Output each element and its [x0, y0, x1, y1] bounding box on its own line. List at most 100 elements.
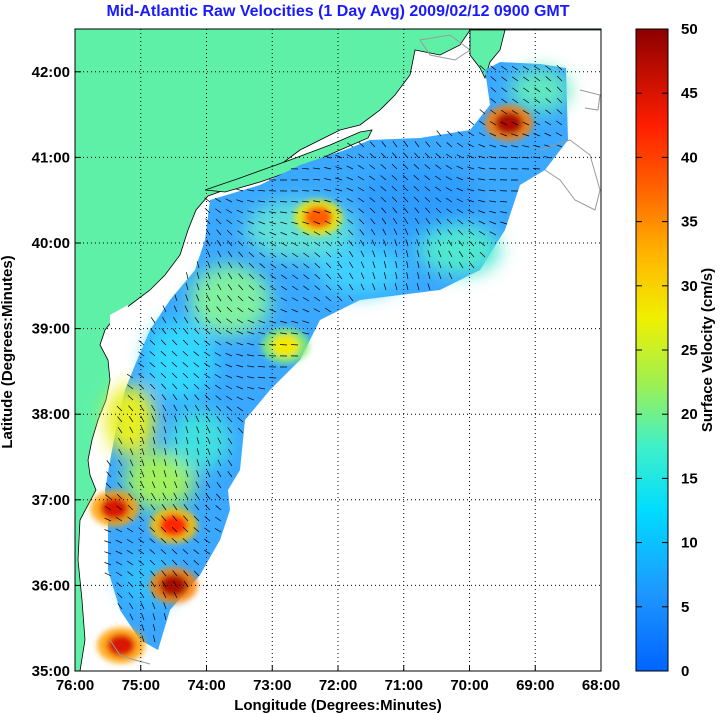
velocity-arrow: [174, 415, 178, 423]
velocity-arrow: [149, 383, 156, 390]
x-tick-label: 75:00: [122, 677, 160, 694]
velocity-arrow: [161, 570, 167, 577]
velocity-arrow: [292, 274, 299, 280]
velocity-arrow: [182, 549, 189, 555]
velocity-arrow: [238, 284, 244, 291]
velocity-arrow: [204, 197, 211, 203]
velocity-arrow: [153, 448, 156, 456]
velocity-arrow: [217, 250, 222, 258]
velocity-arrow: [227, 295, 233, 302]
velocity-arrow: [214, 374, 222, 379]
velocity-arrow: [500, 133, 508, 137]
velocity-arrow: [269, 231, 277, 236]
velocity-arrow: [313, 221, 321, 225]
velocity-arrow: [402, 163, 409, 170]
velocity-arrow: [104, 540, 112, 544]
velocity-arrow: [479, 109, 486, 115]
velocity-arrow: [115, 571, 123, 577]
velocity-arrow: [291, 320, 299, 324]
velocity-arrow: [104, 506, 112, 511]
velocity-arrow: [478, 220, 486, 225]
velocity-arrow: [500, 200, 508, 203]
velocity-arrow: [511, 66, 519, 71]
x-axis: 76:00 75:00 74:00 73:00 72:00 71:00 70:00 69:00…: [56, 665, 620, 694]
velocity-arrow: [193, 373, 200, 379]
velocity-arrow: [314, 285, 321, 291]
velocity-arrow: [116, 493, 123, 500]
velocity-arrow: [427, 239, 431, 247]
velocity-arrow: [172, 328, 178, 335]
velocity-arrow: [478, 210, 486, 214]
velocity-arrow: [372, 261, 376, 269]
velocity-arrow: [204, 516, 211, 522]
velocity-arrow: [435, 207, 442, 214]
velocity-arrow: [186, 272, 189, 280]
velocity-arrow: [372, 250, 376, 258]
velocity-arrow: [207, 272, 211, 280]
velocity-arrow: [173, 591, 178, 599]
y-tick-label: 42:00: [32, 64, 70, 81]
velocity-arrow: [193, 570, 200, 577]
velocity-arrow: [259, 252, 266, 258]
field-patch: [420, 225, 500, 275]
velocity-arrow: [152, 426, 156, 434]
velocity-arrow: [291, 297, 299, 302]
y-tick-label: 36:00: [32, 577, 70, 594]
velocity-arrow: [457, 219, 464, 225]
velocity-arrow: [186, 459, 189, 467]
velocity-arrow: [173, 316, 178, 324]
velocity-arrow: [182, 339, 189, 346]
velocity-arrow: [424, 175, 431, 181]
velocity-arrow: [117, 482, 123, 489]
velocity-arrow: [225, 374, 233, 379]
velocity-arrow: [372, 283, 376, 291]
velocity-arrow: [172, 570, 178, 577]
velocity-arrow: [152, 602, 156, 610]
velocity-arrow: [302, 320, 310, 324]
velocity-arrow: [182, 372, 189, 379]
y-tick-label: 38:00: [32, 406, 70, 423]
velocity-arrow: [204, 340, 211, 346]
velocity-arrow: [544, 121, 552, 126]
velocity-arrow: [105, 494, 112, 500]
velocity-arrow: [457, 229, 464, 236]
velocity-arrow: [217, 261, 222, 269]
velocity-arrow: [347, 219, 354, 225]
x-tick-label: 70:00: [450, 677, 488, 694]
velocity-arrow: [369, 197, 376, 203]
velocity-arrow: [117, 470, 123, 478]
velocity-arrow: [479, 65, 486, 71]
velocity-arrow: [217, 470, 222, 478]
velocity-arrow: [337, 251, 343, 258]
coastal-bay: [110, 305, 128, 370]
velocity-arrow: [413, 163, 420, 170]
velocity-arrow: [446, 208, 453, 214]
velocity-arrow: [149, 351, 156, 357]
velocity-arrow: [227, 448, 233, 456]
velocity-arrow: [115, 550, 123, 555]
colorbar-tick-label: 0: [681, 663, 689, 680]
velocity-arrow: [448, 261, 453, 269]
velocity-arrow: [424, 164, 431, 170]
velocity-arrow: [182, 351, 189, 357]
velocity-arrow: [446, 142, 453, 148]
velocity-arrow: [500, 121, 508, 126]
velocity-arrow: [533, 133, 541, 137]
velocity-arrow: [348, 240, 354, 247]
velocity-arrow: [280, 297, 288, 302]
velocity-arrow: [215, 405, 222, 412]
field-patch: [105, 385, 155, 455]
velocity-arrow: [186, 437, 189, 445]
velocity-arrow: [128, 415, 134, 423]
velocity-arrow: [358, 142, 365, 148]
velocity-arrow: [149, 362, 156, 368]
velocity-arrow: [369, 153, 376, 159]
velocity-arrow: [149, 373, 156, 379]
velocity-arrow: [215, 317, 222, 324]
velocity-arrow: [369, 207, 376, 214]
velocity-arrow: [259, 274, 266, 280]
velocity-arrow: [380, 196, 387, 203]
x-axis-label: Longitude (Degrees:Minutes): [234, 697, 442, 714]
velocity-arrow: [194, 404, 200, 412]
velocity-arrow: [383, 261, 387, 269]
